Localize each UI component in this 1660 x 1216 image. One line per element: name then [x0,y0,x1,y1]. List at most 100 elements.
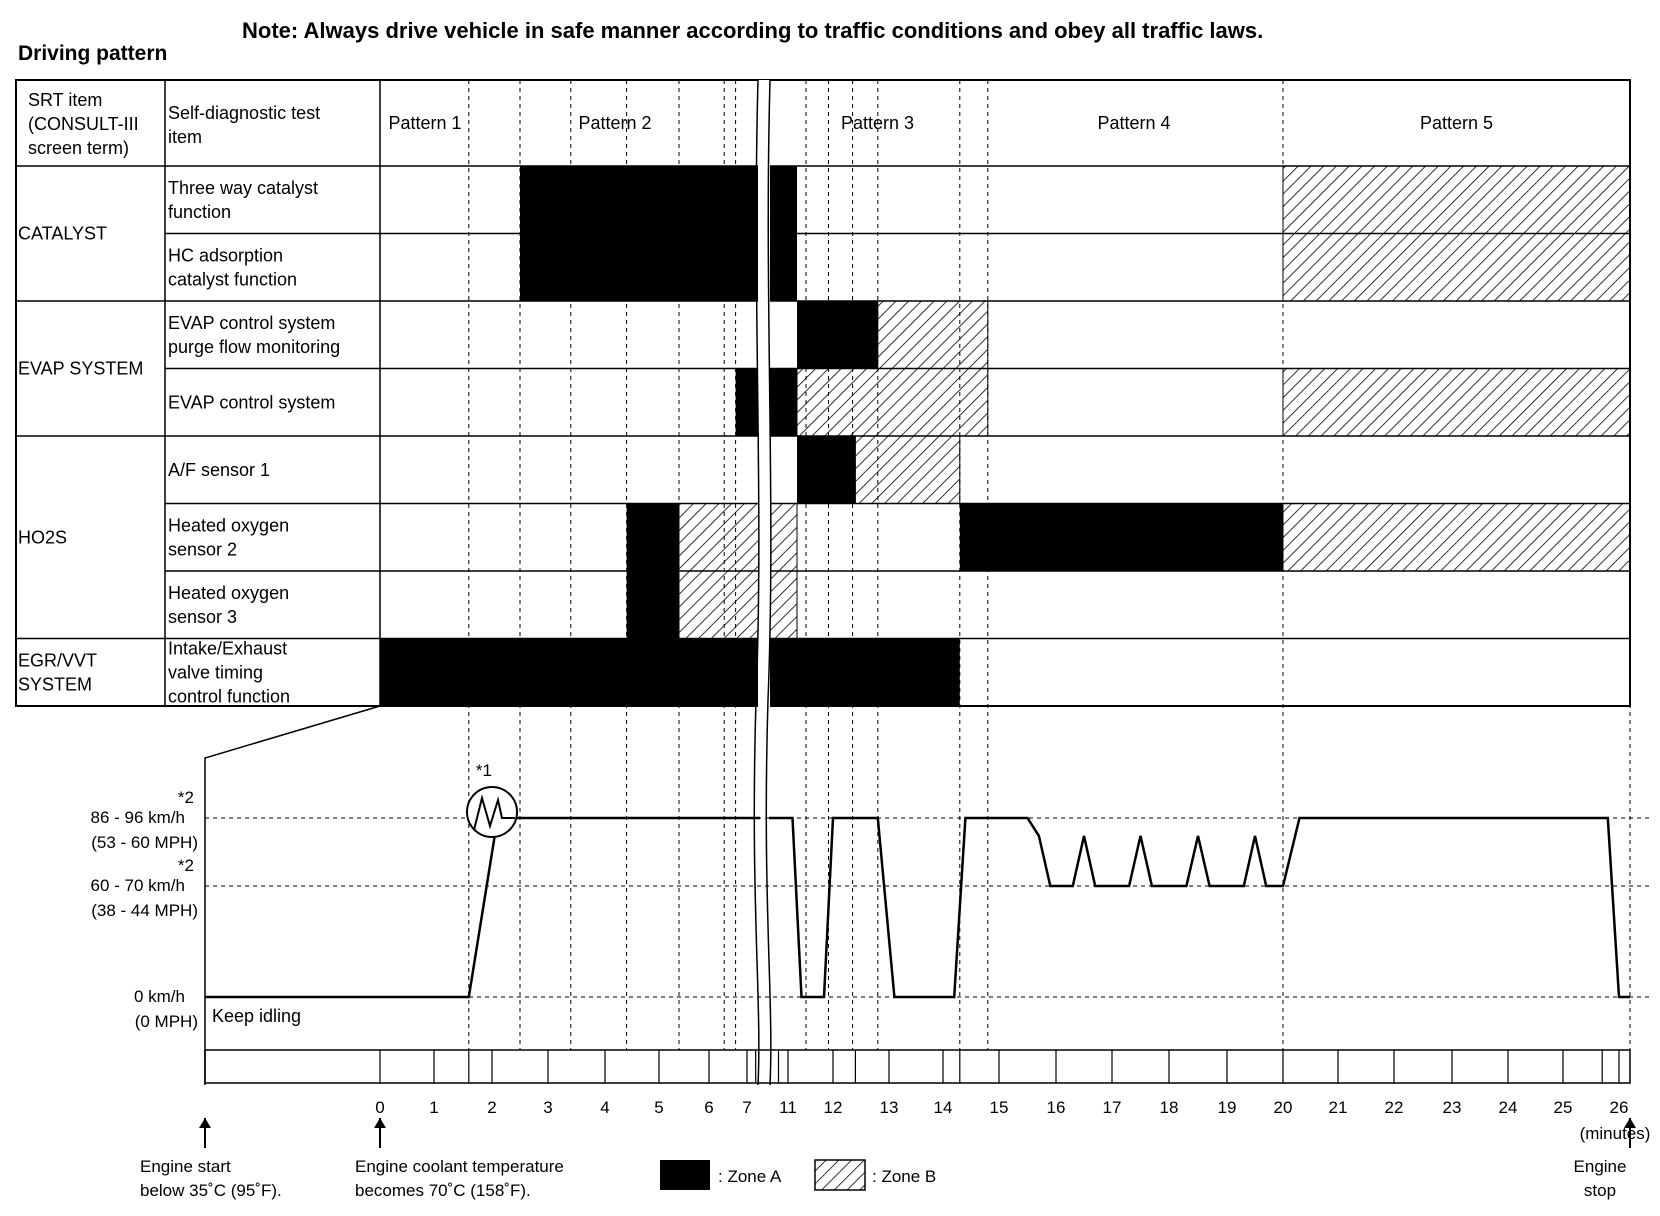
chart-bracket [204,705,381,1085]
footnote-mark: *2 [178,856,194,875]
test-item-label-line: valve timing [168,662,263,682]
time-tick-label-line: 19 [1218,1098,1237,1117]
time-tick-label: 17 [1103,1098,1122,1117]
test-item-label-line: Three way catalyst [168,178,318,198]
zone-a-legend-line: : Zone A [718,1167,782,1186]
time-tick-label: 21 [1329,1098,1348,1117]
pattern-header-line: Pattern 1 [388,113,461,133]
time-tick-label: 7 [742,1098,751,1117]
zone-b-bar [768,570,798,639]
time-tick-label: 13 [880,1098,899,1117]
acceleration-zigzag-icon [473,794,515,831]
zone-a-bar [520,233,760,301]
test-item-label-line: HC adsorption [168,245,283,265]
time-tick-label: 16 [1047,1098,1066,1117]
zone-a-bar [797,301,878,369]
test-item-label-line: control function [168,686,290,706]
test-item-label: A/F sensor 1 [168,460,270,480]
speed-level-label: 0 km/h [134,987,185,1006]
speed-level-label-line: 60 - 70 km/h [91,876,186,895]
zone-a-bar [769,368,797,436]
time-tick-label: 1 [429,1098,438,1117]
zone-a-bar [735,368,760,436]
zone-b-bar [678,503,761,572]
time-tick-label-line: 15 [990,1098,1009,1117]
time-tick-label: 23 [1443,1098,1462,1117]
speed-profile-line [205,816,760,999]
time-tick-label-line: 25 [1554,1098,1573,1117]
pattern-header: Pattern 3 [841,113,914,133]
engine-stop-label: Engine stop [1574,1157,1627,1200]
test-item-label-line: catalyst function [168,269,297,289]
time-tick-label: 2 [487,1098,496,1117]
time-tick-label: 12 [824,1098,843,1117]
time-tick-label-line: 7 [742,1098,751,1117]
test-item-label: Heated oxygen sensor 2 [168,515,289,559]
srt-group-label: EVAP SYSTEM [18,359,143,379]
axis-break-line [765,79,772,1086]
test-item-label: EVAP control system [168,392,335,412]
time-tick-label: 5 [654,1098,663,1117]
time-tick-label-line: 1 [429,1098,438,1117]
test-item-label-line: Intake/Exhaust [168,638,287,658]
time-tick-label-line: 2 [487,1098,496,1117]
keep-idling-label: Keep idling [212,1006,301,1026]
time-unit-label: (minutes) [1580,1124,1651,1143]
speed-level-label: 86 - 96 km/h [91,808,186,827]
acceleration-marker-icon [466,786,518,838]
driving-pattern-title: Driving pattern [18,42,168,65]
zone-b-bar [796,368,989,437]
axis-break-line [753,79,760,1086]
test-item-header-line: Self-diagnostic test [168,103,320,123]
test-item-label: Intake/Exhaust valve timing control functi… [168,638,290,706]
test-item-label: EVAP control system purge flow monitoring [168,313,340,357]
time-tick-label: 3 [543,1098,552,1117]
time-tick-label-line: 0 [375,1098,384,1117]
time-tick-label: 25 [1554,1098,1573,1117]
speed-level-mph: (53 - 60 MPH) [91,833,198,852]
test-item-label-line: EVAP control system [168,392,335,412]
speed-level-mph: (38 - 44 MPH) [91,901,198,920]
test-item-label: HC adsorption catalyst function [168,245,297,289]
test-item-label-line: Heated oxygen [168,583,289,603]
time-tick-label-line: 24 [1499,1098,1518,1117]
time-tick-label-line: 22 [1385,1098,1404,1117]
speed-level-label-line: 0 km/h [134,987,185,1006]
footnote-mark-line: *2 [178,856,194,875]
time-tick-label: 26 [1610,1098,1629,1117]
time-tick-label-line: 18 [1160,1098,1179,1117]
zone-b-bar [854,435,961,504]
srt-group-label-line: SYSTEM [18,674,92,694]
pattern-header-line: Pattern 5 [1420,113,1493,133]
srt-group-label-line: CATALYST [18,224,107,244]
zone-a-swatch [660,1160,710,1190]
coolant-temp-label: Engine coolant temperature becomes 70˚C (… [355,1157,564,1200]
srt-group-label-line: EVAP SYSTEM [18,359,143,379]
time-tick-label: 15 [990,1098,1009,1117]
speed-level-mph-line: (38 - 44 MPH) [91,901,198,920]
zone-a-bar [769,233,797,301]
zone-a-bar [380,638,760,706]
engine-stop-label-line: Engine [1574,1157,1627,1176]
arrow-up-icon [199,1118,211,1128]
zone-b-bar [1282,165,1631,234]
engine-start-label-line: Engine start [140,1157,231,1176]
zone-a-legend: : Zone A [718,1167,782,1186]
test-item-label: Heated oxygen sensor 3 [168,583,289,627]
engine-start-label-line: below 35˚C (95˚F). [140,1181,282,1200]
time-tick-label: 19 [1218,1098,1237,1117]
time-tick-label-line: 16 [1047,1098,1066,1117]
engine-start-label: Engine start below 35˚C (95˚F). [140,1157,282,1200]
speed-level-mph-line: (53 - 60 MPH) [91,833,198,852]
time-axis-strip [204,1049,1631,1084]
zone-b-swatch [814,1159,866,1191]
zone-a-bar [520,166,760,234]
zone-b-bar [768,503,798,572]
time-tick-label-line: 17 [1103,1098,1122,1117]
zone-b-bar [1282,233,1631,302]
test-item-label-line: purge flow monitoring [168,337,340,357]
time-tick-label: 0 [375,1098,384,1117]
test-item-label: Three way catalyst function [168,178,318,222]
time-tick-label: 11 [779,1098,797,1117]
